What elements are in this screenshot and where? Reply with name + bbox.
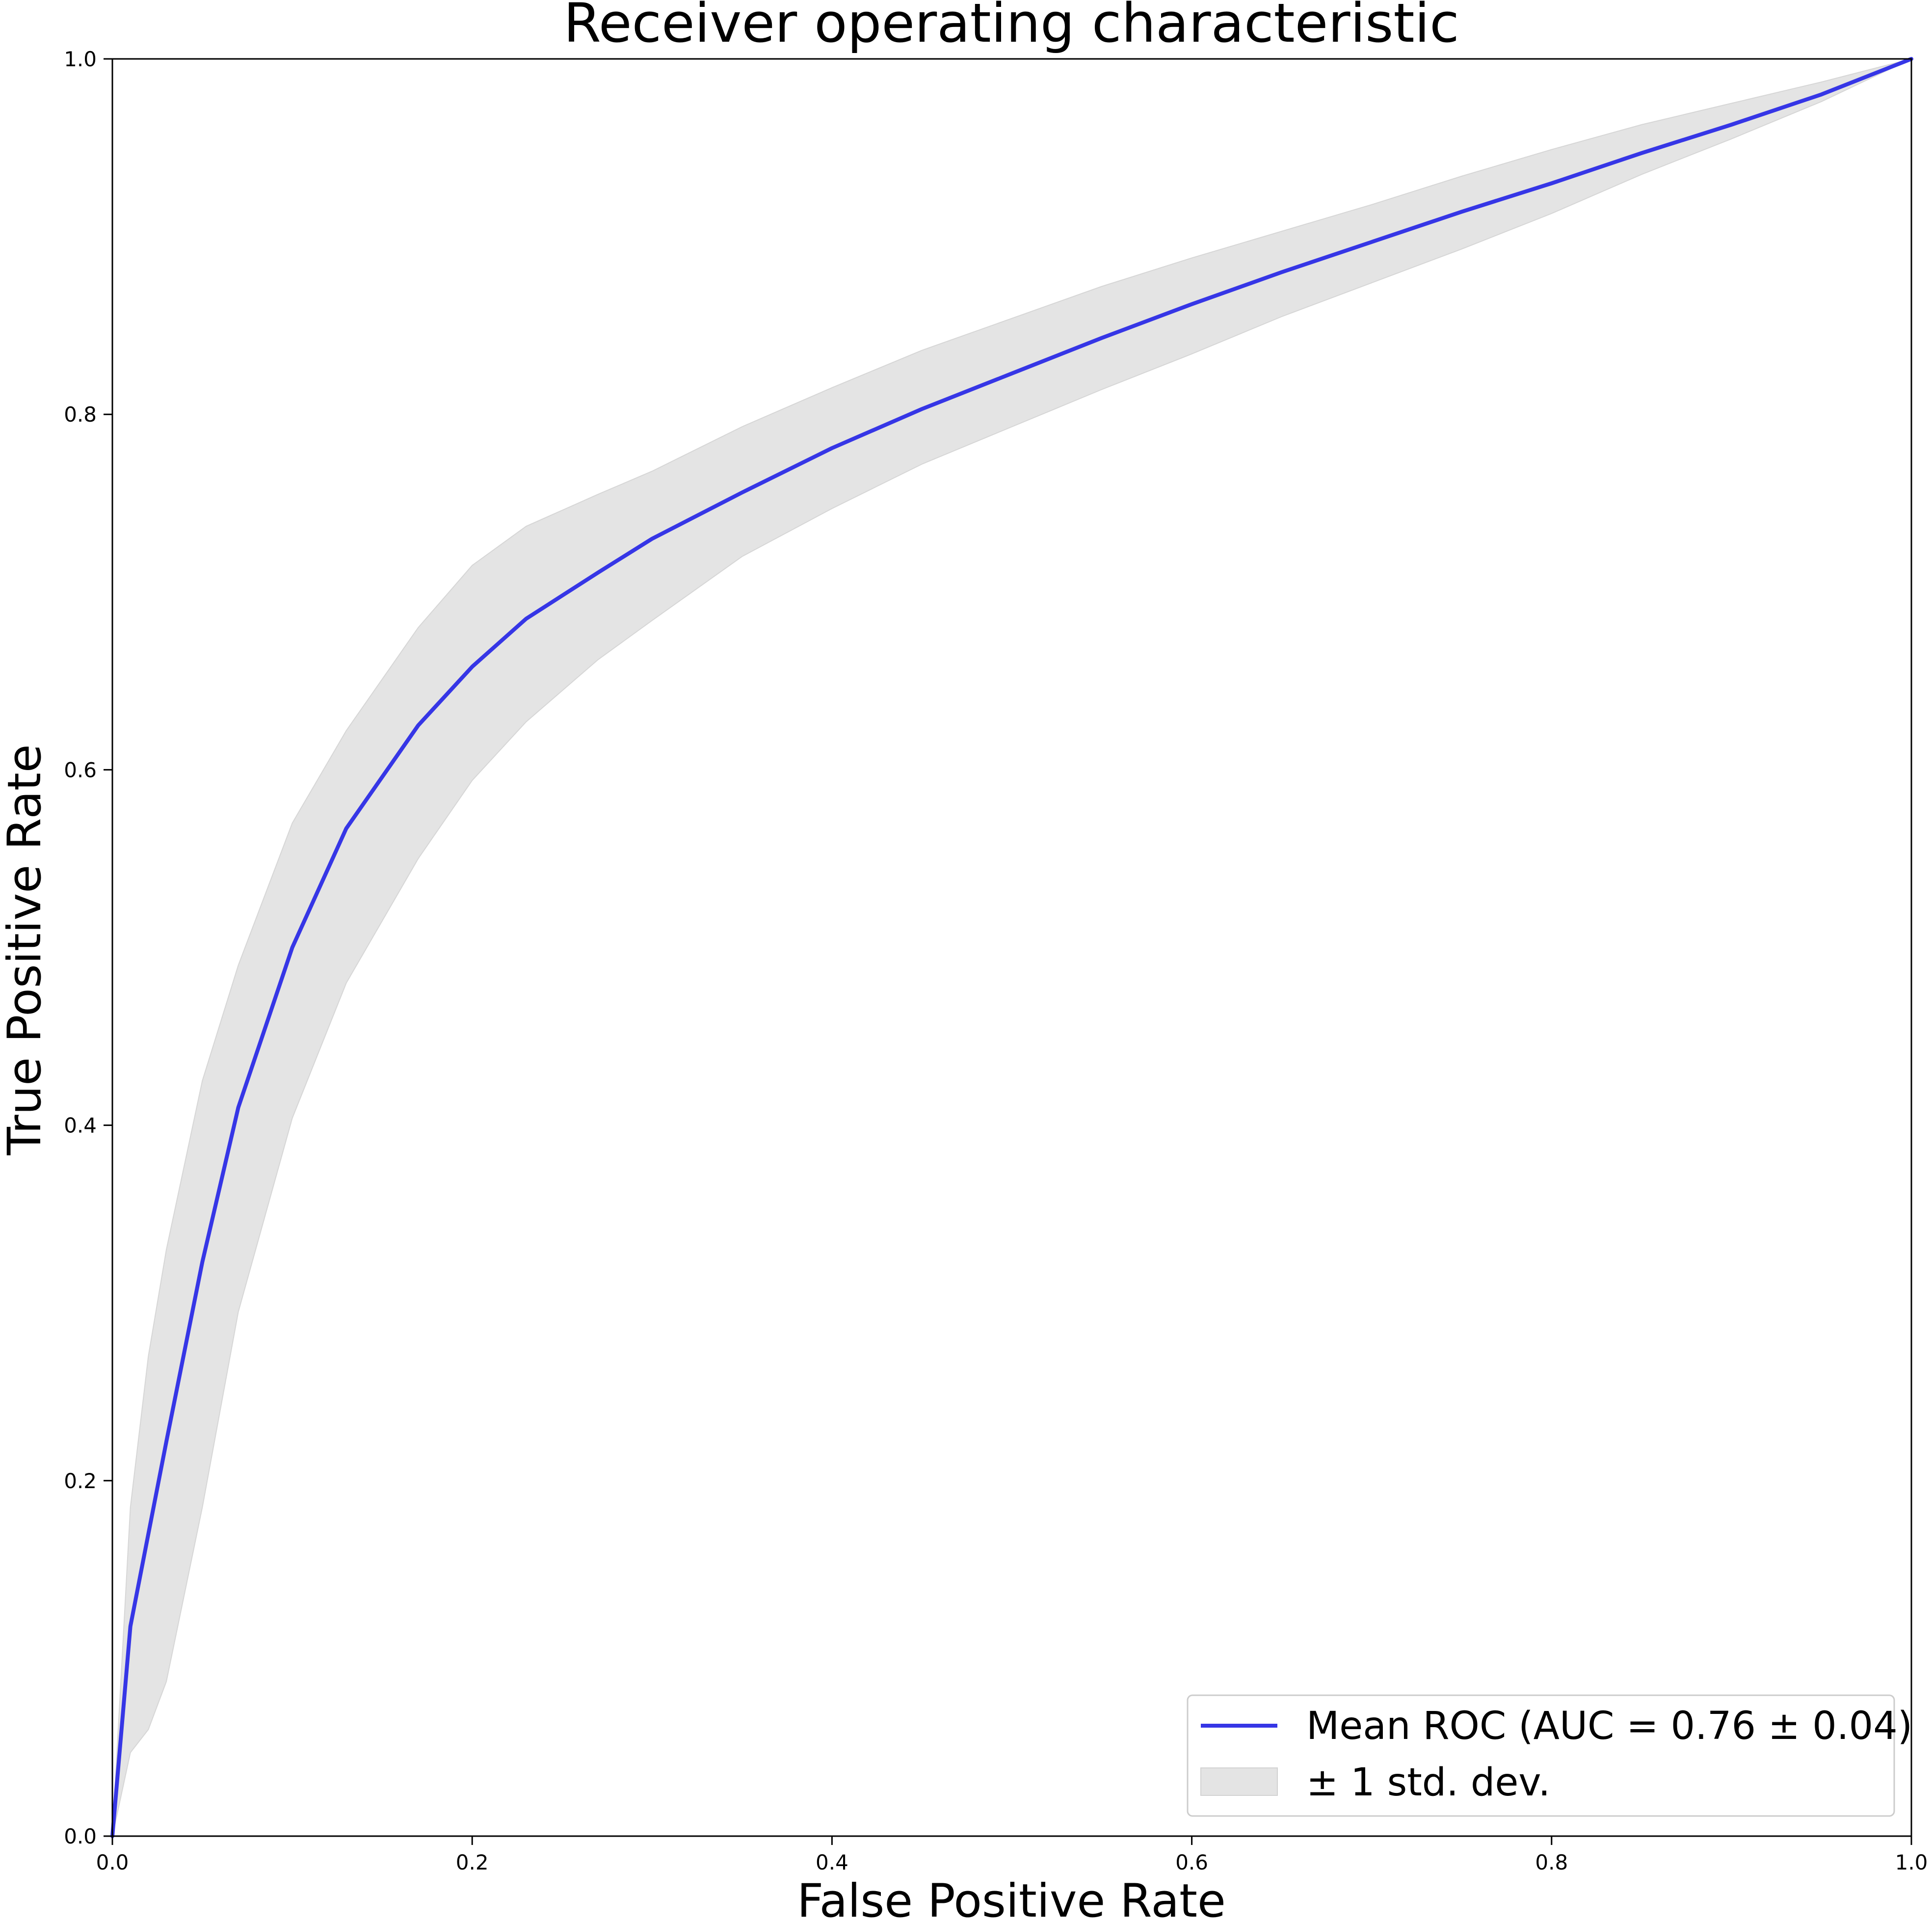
- x-tick-label: 1.0: [1895, 1850, 1928, 1874]
- y-tick-label: 0.0: [64, 1824, 97, 1848]
- legend-swatch-std-dev: [1200, 1767, 1278, 1796]
- y-axis-title: True Positive Rate: [0, 744, 52, 1155]
- x-tick-label: 0.6: [1175, 1850, 1208, 1874]
- legend-box: [1187, 1694, 1895, 1817]
- x-axis-title: False Positive Rate: [797, 1874, 1226, 1923]
- x-tick-label: 0.8: [1535, 1850, 1568, 1874]
- x-tick-label: 0.2: [456, 1850, 489, 1874]
- y-tick-label: 0.2: [64, 1469, 97, 1493]
- x-tick-label: 0.4: [816, 1850, 848, 1874]
- x-tick-label: 0.0: [96, 1850, 129, 1874]
- legend: Mean ROC (AUC = 0.76 ± 0.04) ± 1 std. de…: [1187, 1694, 1912, 1817]
- y-tick-label: 1.0: [64, 47, 97, 71]
- y-tick-label: 0.6: [64, 758, 97, 782]
- axes: 0.0 0.2 0.4 0.6 0.8 1.0 0.0 0.2 0.4 0.6 0.8 1.0: [64, 47, 1928, 1874]
- legend-label-std-dev: ± 1 std. dev.: [1306, 1761, 1550, 1805]
- plot-frame: [111, 58, 1912, 1837]
- y-tick-label: 0.8: [64, 402, 97, 427]
- chart-title: Receiver operating characteristic: [563, 0, 1459, 54]
- legend-label-mean-roc: Mean ROC (AUC = 0.76 ± 0.04): [1306, 1704, 1912, 1748]
- y-tick-label: 0.4: [64, 1114, 97, 1138]
- mean-roc-line: [110, 57, 1913, 1838]
